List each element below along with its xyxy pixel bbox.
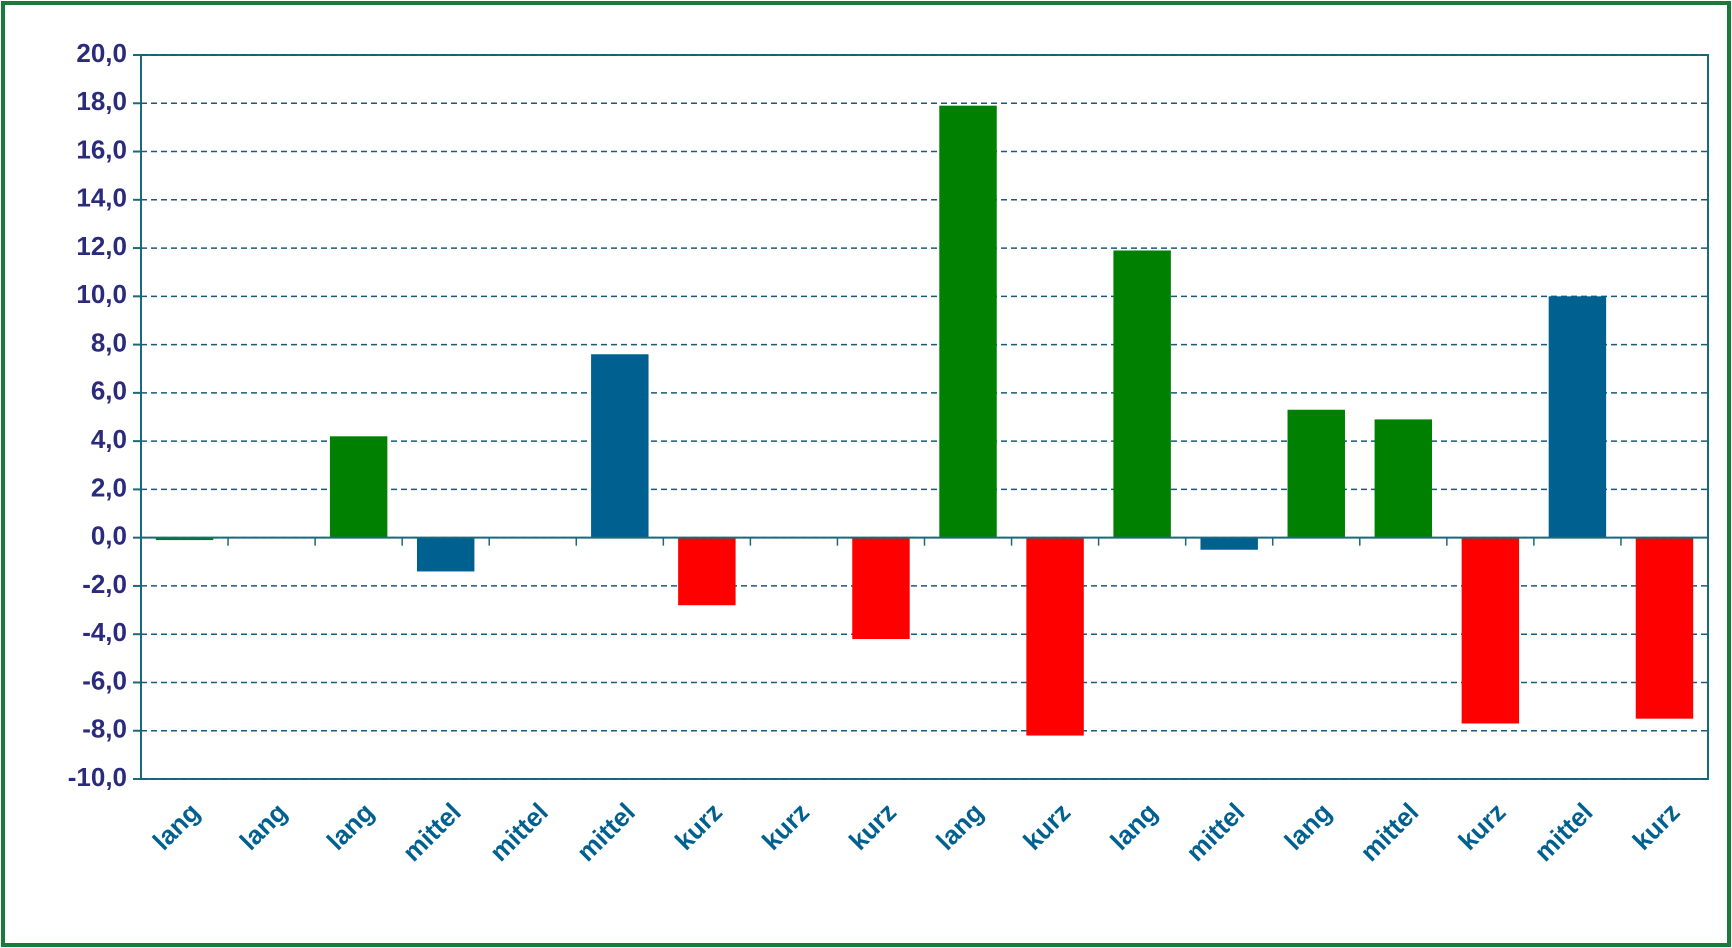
- bar: [155, 537, 214, 541]
- bar: [329, 436, 388, 538]
- bar: [939, 105, 997, 538]
- bar: [591, 354, 649, 538]
- y-tick-label: 6,0: [91, 376, 127, 406]
- bar: [1548, 296, 1607, 538]
- bar: [1461, 537, 1520, 724]
- y-tick-label: 10,0: [76, 279, 127, 309]
- y-tick-label: 16,0: [76, 134, 127, 164]
- y-tick-label: 4,0: [91, 424, 127, 454]
- y-tick-label: 8,0: [91, 327, 127, 357]
- y-tick-label: 12,0: [76, 231, 127, 261]
- bar: [1374, 419, 1433, 538]
- y-tick-label: -10,0: [68, 762, 127, 792]
- y-tick-label: 2,0: [91, 472, 127, 502]
- bar: [1113, 250, 1171, 538]
- bar: [416, 537, 475, 572]
- bar: [1026, 537, 1084, 736]
- y-tick-label: 0,0: [91, 521, 127, 551]
- bar: [678, 537, 736, 606]
- y-tick-label: 20,0: [76, 38, 127, 68]
- bar: [1200, 537, 1258, 550]
- y-tick-label: -8,0: [82, 714, 127, 744]
- bar: [852, 537, 910, 640]
- y-tick-label: 18,0: [76, 86, 127, 116]
- y-tick-label: -2,0: [82, 569, 127, 599]
- y-tick-label: 14,0: [76, 183, 127, 213]
- bar: [1287, 409, 1345, 538]
- bar: [1635, 537, 1694, 719]
- y-tick-label: -4,0: [82, 617, 127, 647]
- y-tick-label: -6,0: [82, 665, 127, 695]
